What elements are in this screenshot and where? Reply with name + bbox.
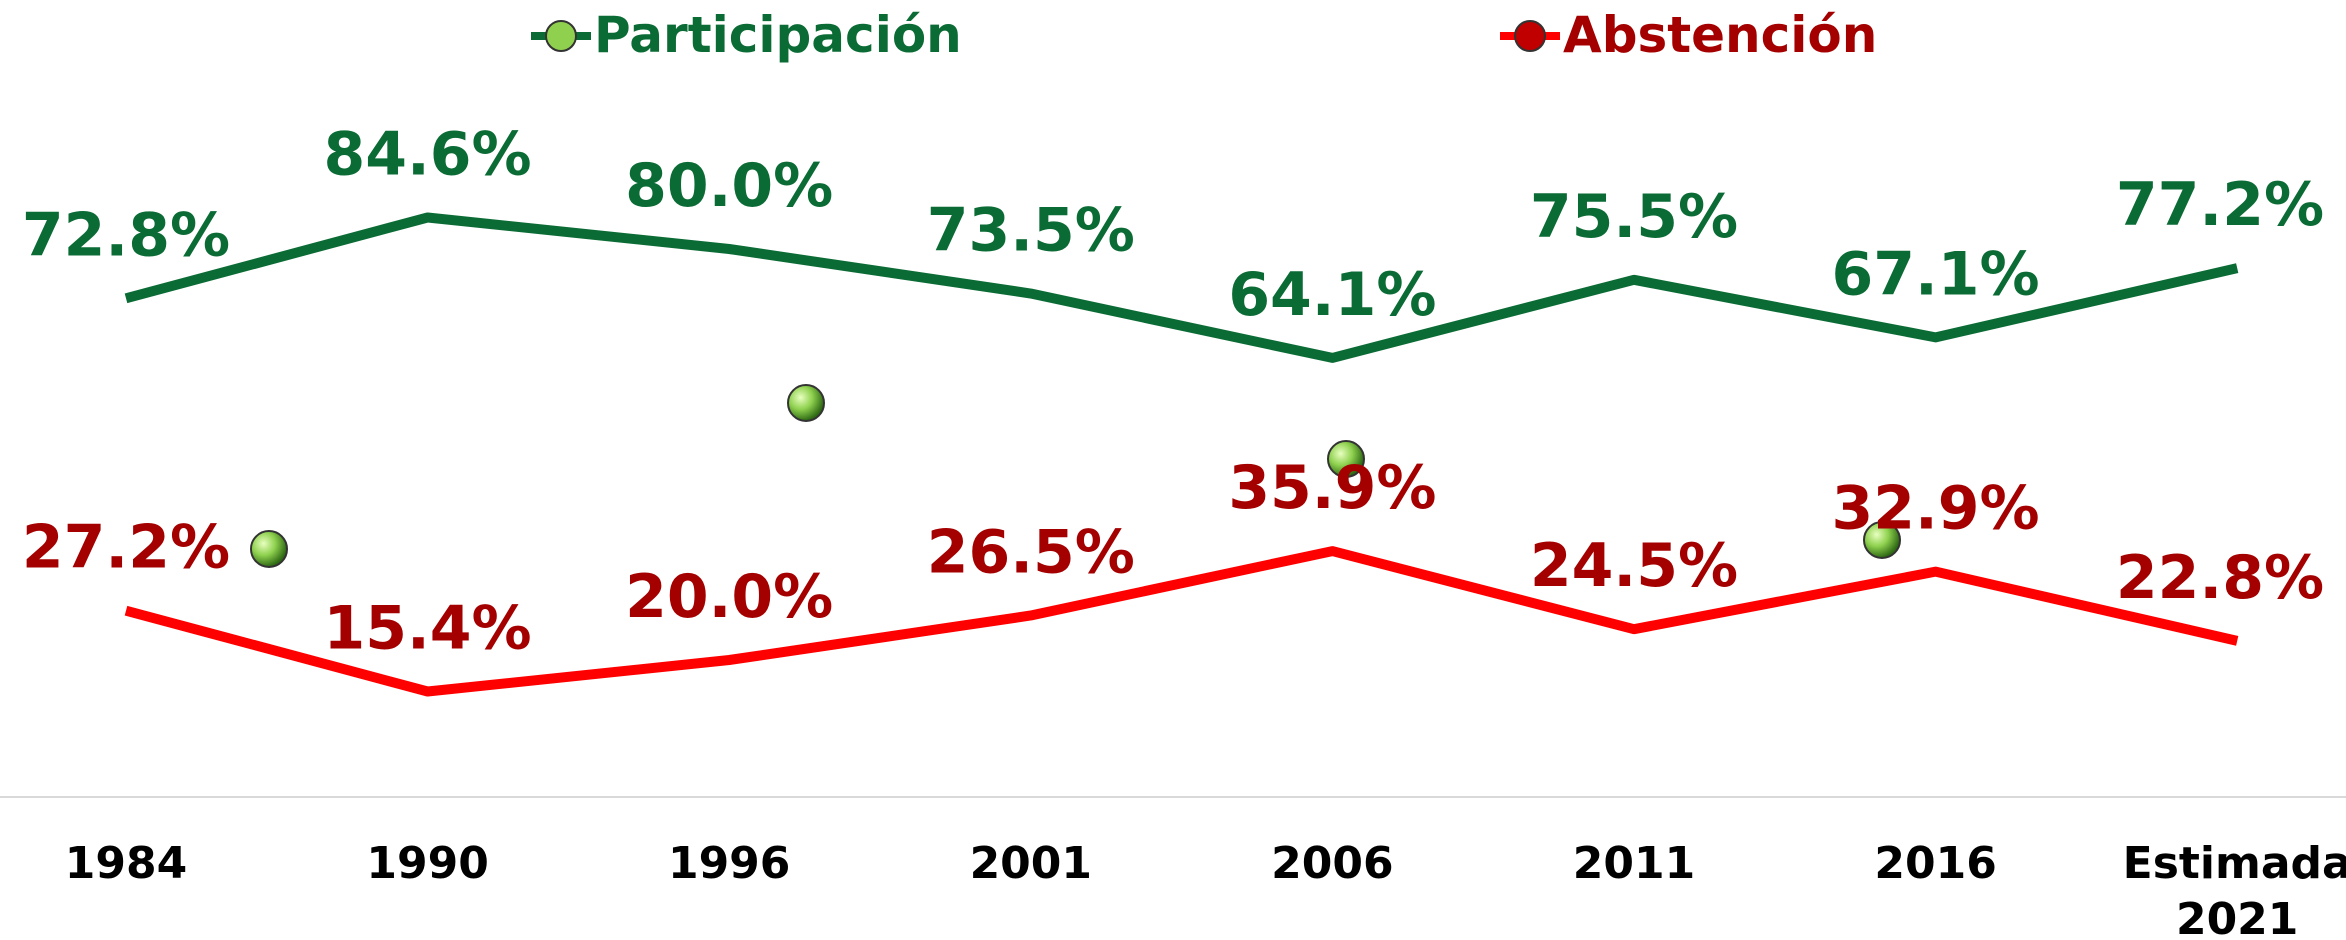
data-label: 77.2%	[2116, 170, 2324, 240]
series-line	[124, 546, 2239, 697]
data-label: 35.9%	[1228, 453, 1436, 523]
data-label: 20.0%	[625, 562, 833, 632]
series-line	[124, 212, 2239, 363]
x-tick-label: 2011	[1573, 838, 1695, 889]
stray-marker	[787, 384, 825, 422]
x-tick-label: 1996	[668, 838, 790, 889]
x-tick-label: 2001	[970, 838, 1092, 889]
data-label: 72.8%	[22, 200, 230, 270]
x-tick-label: Estimada 2021	[2123, 838, 2346, 940]
x-tick-label: 1990	[366, 838, 488, 889]
legend-marker	[545, 20, 577, 52]
data-label: 22.8%	[2116, 543, 2324, 613]
data-label: 80.0%	[625, 151, 833, 221]
data-label: 64.1%	[1228, 260, 1436, 330]
data-label: 24.5%	[1530, 531, 1738, 601]
data-label: 27.2%	[22, 513, 230, 583]
x-tick-label: 2016	[1874, 838, 1996, 889]
data-label: 84.6%	[324, 119, 532, 189]
data-label: 75.5%	[1530, 182, 1738, 252]
legend-marker	[1514, 20, 1546, 52]
stray-marker	[1863, 521, 1901, 559]
data-label: 15.4%	[324, 594, 532, 664]
legend-label: Abstención	[1563, 6, 1877, 64]
data-label: 67.1%	[1832, 239, 2040, 309]
data-label: 32.9%	[1832, 474, 2040, 544]
x-tick-label: 2006	[1271, 838, 1393, 889]
x-tick-label: 1984	[65, 838, 187, 889]
stray-marker	[250, 530, 288, 568]
data-label: 73.5%	[927, 196, 1135, 266]
stray-marker	[1327, 440, 1365, 478]
data-label: 26.5%	[927, 517, 1135, 587]
legend-label: Participación	[594, 6, 962, 64]
